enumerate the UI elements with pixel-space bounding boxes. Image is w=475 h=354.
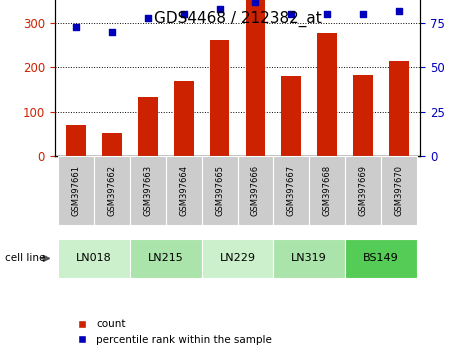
FancyBboxPatch shape (309, 156, 345, 225)
FancyBboxPatch shape (58, 156, 94, 225)
Legend: count, percentile rank within the sample: count, percentile rank within the sample (67, 315, 276, 349)
Point (180, 11, 188, 17)
Text: GSM397663: GSM397663 (143, 165, 152, 216)
Bar (281, 76, 301, 156)
Point (108, 29, 116, 35)
Bar (174, 81, 194, 156)
Bar (353, 75, 373, 156)
Text: GSM397664: GSM397664 (179, 165, 188, 216)
Bar (389, 61, 408, 156)
Bar (246, 0, 266, 156)
Point (216, 6, 223, 12)
Point (359, 11, 367, 17)
FancyBboxPatch shape (130, 156, 166, 225)
Bar (102, 133, 122, 156)
FancyBboxPatch shape (58, 239, 130, 278)
Point (252, 0, 259, 5)
Text: GSM397670: GSM397670 (394, 165, 403, 216)
FancyBboxPatch shape (94, 156, 130, 225)
Point (72, 24, 80, 29)
FancyBboxPatch shape (130, 239, 202, 278)
Text: LN229: LN229 (219, 253, 256, 263)
Text: cell line: cell line (5, 253, 45, 263)
Text: GDS4468 / 212382_at: GDS4468 / 212382_at (153, 11, 322, 27)
Text: LN319: LN319 (291, 253, 327, 263)
Text: GSM397668: GSM397668 (323, 165, 332, 216)
Text: LN018: LN018 (76, 253, 112, 263)
Text: GSM397667: GSM397667 (287, 165, 296, 216)
Point (287, 11, 295, 17)
FancyBboxPatch shape (345, 156, 381, 225)
Bar (138, 97, 158, 156)
Text: GSM397666: GSM397666 (251, 165, 260, 216)
FancyBboxPatch shape (166, 156, 202, 225)
FancyBboxPatch shape (202, 239, 273, 278)
Point (395, 8, 403, 13)
FancyBboxPatch shape (381, 156, 417, 225)
Bar (317, 33, 337, 156)
Text: GSM397665: GSM397665 (215, 165, 224, 216)
FancyBboxPatch shape (273, 239, 345, 278)
Point (323, 11, 331, 17)
Bar (66, 125, 86, 156)
Text: GSM397662: GSM397662 (107, 165, 116, 216)
FancyBboxPatch shape (238, 156, 273, 225)
FancyBboxPatch shape (202, 156, 238, 225)
Text: LN215: LN215 (148, 253, 184, 263)
Text: GSM397661: GSM397661 (72, 165, 81, 216)
FancyBboxPatch shape (345, 239, 417, 278)
Text: GSM397669: GSM397669 (359, 165, 368, 216)
Point (144, 15, 152, 21)
FancyBboxPatch shape (273, 156, 309, 225)
Bar (209, 40, 229, 156)
Text: BS149: BS149 (363, 253, 399, 263)
